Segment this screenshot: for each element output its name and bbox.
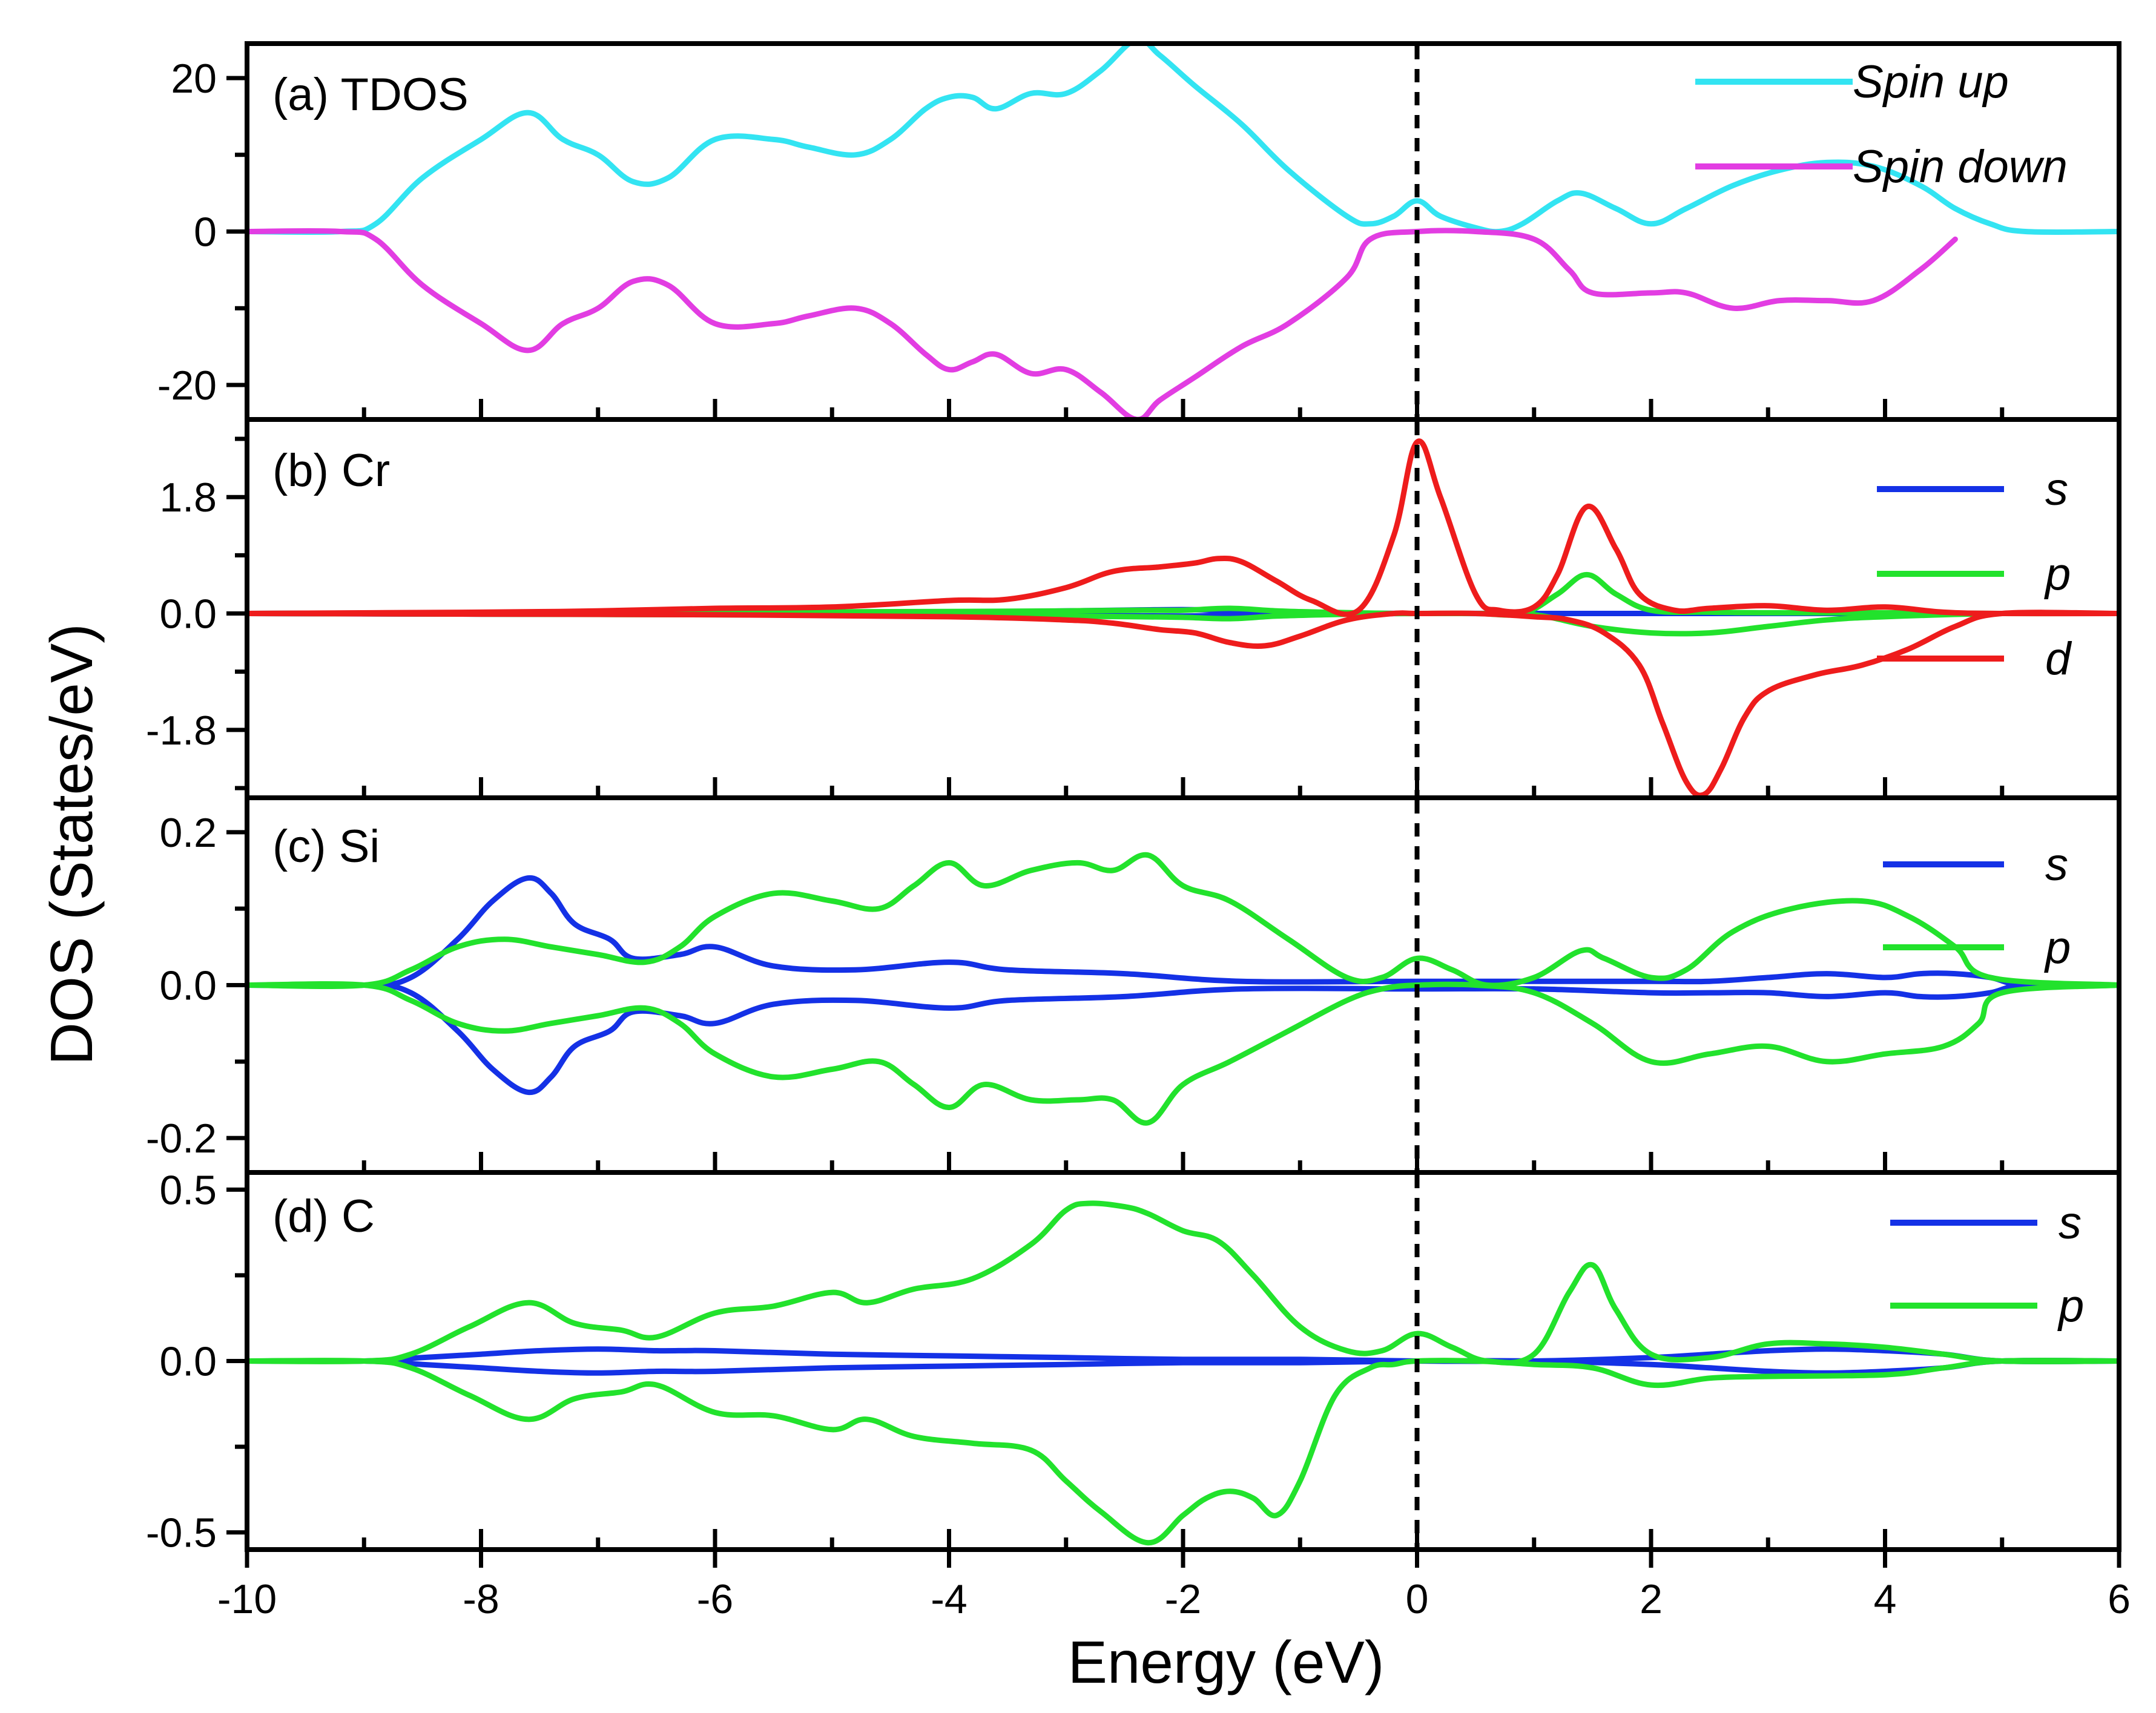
legend: spd	[1877, 464, 2072, 685]
panel-frame	[245, 41, 2121, 422]
series-group	[247, 852, 2119, 1126]
series-spin-down	[247, 228, 1958, 419]
x-tick-label: 4	[1874, 1576, 1897, 1622]
legend-label: p	[2044, 922, 2071, 973]
y-tick-label: -1.8	[146, 708, 217, 754]
y-tick-label: -20	[157, 363, 217, 409]
series-spin-up	[247, 44, 2119, 235]
legend-label: Spin down	[1853, 141, 2068, 192]
legend-label: p	[2044, 548, 2071, 600]
panel-1: -20 0 20 (a) TDOS Spin up Spin down	[157, 41, 2121, 422]
legend-label: d	[2045, 633, 2072, 685]
panel-label: (a) TDOS	[272, 69, 469, 120]
y-tick-label: 0.0	[159, 1339, 217, 1385]
x-tick-label: -10	[217, 1576, 277, 1622]
panel-3: -0.2 0.0 0.2 (c) Si sp	[146, 795, 2121, 1175]
x-tick-label: -8	[463, 1576, 499, 1622]
y-tick-label: -0.2	[146, 1116, 217, 1162]
panel-label: (b) Cr	[272, 445, 390, 496]
series-p-up	[247, 1200, 2119, 1366]
panels: -20 0 20 (a) TDOS Spin up Spin down -1.8 0.0 1.8…	[146, 41, 2121, 1556]
legend: sp	[1883, 839, 2071, 973]
y-tick-label: 0.0	[159, 963, 217, 1009]
x-tick-label: -4	[931, 1576, 967, 1622]
panel-4: -0.5 0.0 0.5 (d) C sp	[146, 1167, 2121, 1556]
x-tick-label: 0	[1406, 1576, 1429, 1622]
series-d-up	[247, 438, 2119, 617]
series-s-down	[247, 981, 2119, 1096]
y-tick-label: 1.8	[159, 475, 217, 521]
legend-label: s	[2045, 464, 2068, 515]
x-tick-label: 2	[1640, 1576, 1663, 1622]
series-group	[247, 438, 2119, 798]
y-tick-label: 0.2	[159, 810, 217, 856]
x-tick-label: -2	[1165, 1576, 1201, 1622]
legend-label: s	[2045, 839, 2068, 890]
panel-label: (d) C	[272, 1191, 375, 1242]
panel-frame	[245, 795, 2121, 1175]
series-s-up	[247, 1346, 2119, 1364]
series-d-down	[247, 610, 2119, 798]
legend-label: Spin up	[1853, 56, 2009, 108]
series-p-up	[247, 852, 2119, 989]
y-tick-label: 20	[171, 56, 217, 102]
y-axis-title: DOS (States/eV)	[38, 623, 105, 1065]
y-tick-label: 0	[194, 209, 217, 255]
x-tick-label: 6	[2108, 1576, 2131, 1622]
y-tick-label: 0.0	[159, 591, 217, 637]
legend-label: s	[2059, 1197, 2082, 1249]
series-p-down	[247, 981, 2119, 1126]
legend-label: p	[2057, 1280, 2084, 1332]
x-tick-label: -6	[697, 1576, 733, 1622]
series-s-up	[247, 875, 2119, 989]
legend: Spin up Spin down	[1695, 56, 2068, 192]
panel-label: (c) Si	[272, 821, 380, 872]
x-axis-ticks: -10 -8 -6 -4 -2 0 2 4 6	[217, 1550, 2131, 1622]
series-group	[247, 1200, 2119, 1546]
x-axis-title: Energy (eV)	[1068, 1629, 1385, 1695]
series-p-down	[247, 1358, 2119, 1546]
legend: sp	[1890, 1197, 2084, 1332]
y-tick-label: 0.5	[159, 1167, 217, 1213]
series-s-down	[247, 1358, 2119, 1376]
panel-2: -1.8 0.0 1.8 (b) Cr spd	[146, 417, 2121, 800]
y-tick-label: -0.5	[146, 1510, 217, 1556]
series-group	[247, 44, 2119, 419]
